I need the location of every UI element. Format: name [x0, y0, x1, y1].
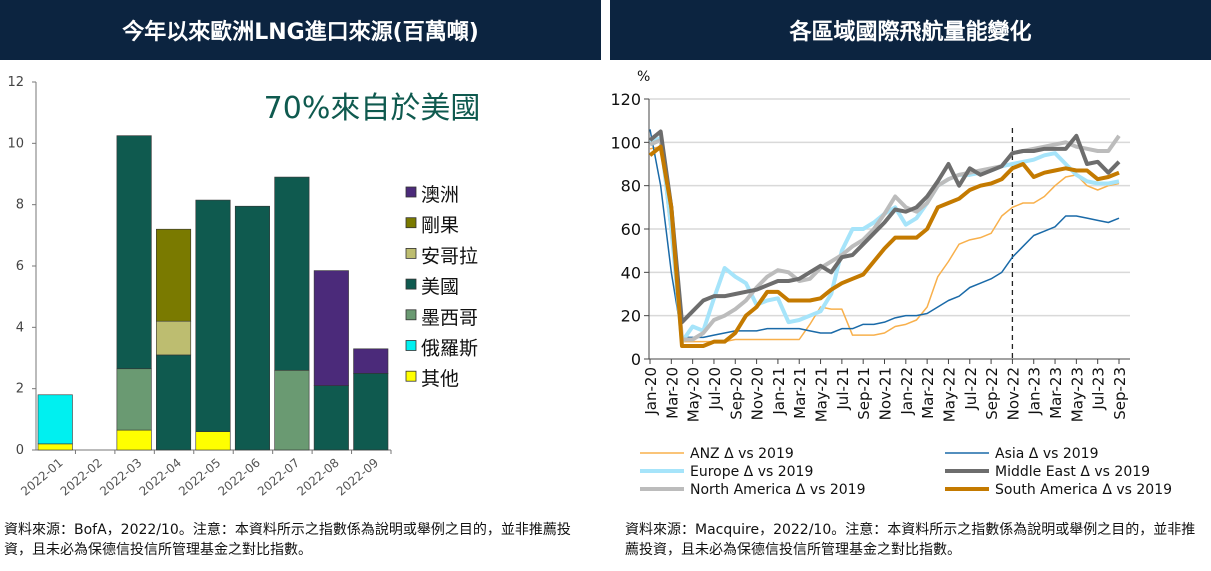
y-axis-unit: %	[637, 69, 650, 85]
x-tick-label: Jan-22	[898, 367, 916, 416]
x-tick-label: Jul-21	[834, 367, 852, 411]
legend-label: South America Δ vs 2019	[995, 482, 1172, 498]
legend-label: 澳洲	[421, 184, 459, 206]
y-tick-label: 12	[7, 75, 24, 90]
bar-segment-美國	[313, 385, 349, 451]
legend-label: Middle East Δ vs 2019	[995, 464, 1150, 480]
y-tick-label: 4	[16, 320, 24, 335]
x-tick-label: Sep-23	[1111, 367, 1129, 420]
x-tick-label: Sep-20	[727, 367, 745, 420]
legend-swatch	[405, 370, 417, 382]
x-tick-label: Nov-21	[877, 367, 895, 420]
legend-swatch	[405, 278, 417, 290]
series-line-anz	[649, 145, 1120, 343]
x-tick-label: 2022-05	[176, 456, 223, 499]
legend-label: 剛果	[421, 215, 459, 237]
y-tick-label: 100	[610, 133, 641, 152]
x-tick-label: Mar-22	[919, 367, 937, 419]
y-tick-label: 20	[621, 307, 641, 326]
y-tick-label: 10	[7, 136, 24, 151]
y-tick-label: 60	[621, 220, 641, 239]
right-footnote: 資料來源：Macquire，2022/10。注意：本資料所示之指數係為說明或舉例…	[625, 522, 1196, 558]
x-tick-label: Sep-22	[983, 367, 1001, 420]
bar-segment-剛果	[156, 228, 192, 322]
bar-segment-美國	[274, 176, 310, 371]
x-tick-label: Jan-21	[770, 367, 788, 416]
bar-segment-澳洲	[313, 270, 349, 386]
x-tick-label: 2022-02	[58, 456, 105, 499]
y-tick-label: 120	[610, 90, 641, 109]
y-tick-label: 80	[621, 177, 641, 196]
legend-swatch	[405, 217, 417, 229]
legend-label: 俄羅斯	[421, 338, 478, 360]
y-tick-label: 2	[16, 382, 24, 397]
bar-segment-美國	[156, 354, 192, 451]
x-tick-label: May-22	[940, 367, 958, 422]
x-tick-label: Jan-23	[1026, 367, 1044, 416]
series-line-europe	[649, 136, 1120, 344]
y-tick-label: 0	[16, 443, 24, 458]
y-tick-label: 0	[631, 350, 641, 369]
x-tick-label: 2022-06	[215, 456, 262, 499]
bar-segment-其他	[195, 431, 231, 451]
series-line-asia	[649, 129, 1120, 339]
x-tick-label: Sep-21	[855, 367, 873, 420]
x-tick-label: Jul-20	[706, 367, 724, 411]
y-tick-label: 40	[621, 263, 641, 282]
x-tick-label: Jul-22	[962, 367, 980, 411]
left-panel-title: 今年以來歐洲LNG進口來源(百萬噸)	[0, 0, 601, 60]
legend-swatch	[405, 309, 417, 321]
bar-segment-墨西哥	[116, 368, 152, 431]
x-tick-label: 2022-07	[255, 456, 302, 499]
bar-segment-其他	[37, 443, 73, 451]
x-tick-label: Jul-23	[1090, 367, 1108, 411]
legend-label: 墨西哥	[421, 307, 478, 329]
bar-segment-墨西哥	[274, 369, 310, 451]
x-tick-label: Mar-21	[791, 367, 809, 419]
x-tick-label: Jan-20	[642, 367, 660, 416]
x-tick-label: 2022-01	[18, 456, 65, 499]
right-panel-title: 各區域國際飛航量能變化	[610, 0, 1211, 60]
legend-label: 其他	[421, 368, 459, 390]
legend-label: North America Δ vs 2019	[690, 482, 866, 498]
x-tick-label: Nov-22	[1004, 367, 1022, 420]
series-line-south	[648, 144, 1120, 348]
legend-swatch	[405, 340, 417, 351]
y-tick-label: 6	[16, 259, 24, 274]
bar-segment-俄羅斯	[37, 394, 73, 445]
x-tick-label: Nov-20	[749, 367, 767, 420]
legend-label: 美國	[421, 276, 459, 298]
legend-label: 安哥拉	[421, 245, 478, 267]
left-footnote: 資料來源：BofA，2022/10。注意：本資料所示之指數係為說明或舉例之目的，…	[4, 522, 571, 558]
legend-label: ANZ Δ vs 2019	[690, 446, 794, 462]
bar-segment-美國	[353, 373, 389, 451]
series-line-north	[649, 134, 1121, 342]
legend-label: Asia Δ vs 2019	[995, 446, 1098, 462]
x-tick-label: May-20	[685, 367, 703, 422]
x-tick-label: Mar-23	[1047, 367, 1065, 419]
x-tick-label: Mar-20	[663, 367, 681, 419]
x-tick-label: 2022-08	[294, 456, 341, 499]
x-tick-label: 2022-04	[137, 456, 184, 499]
legend-swatch	[405, 247, 417, 259]
x-tick-label: May-23	[1068, 367, 1086, 422]
y-tick-label: 8	[16, 198, 24, 213]
x-tick-label: 2022-03	[97, 456, 144, 499]
series-line-middle	[648, 129, 1121, 325]
bar-segment-其他	[116, 429, 152, 451]
bar-segment-美國	[195, 199, 231, 432]
bar-segment-美國	[234, 205, 270, 451]
chart-annotation: 70%來自於美國	[264, 91, 481, 126]
legend-swatch	[405, 186, 417, 198]
bar-segment-安哥拉	[156, 320, 192, 356]
x-tick-label: 2022-09	[334, 456, 381, 499]
x-tick-label: May-21	[813, 367, 831, 422]
bar-segment-澳洲	[353, 348, 389, 374]
legend-label: Europe Δ vs 2019	[690, 464, 813, 480]
bar-segment-美國	[116, 135, 152, 370]
